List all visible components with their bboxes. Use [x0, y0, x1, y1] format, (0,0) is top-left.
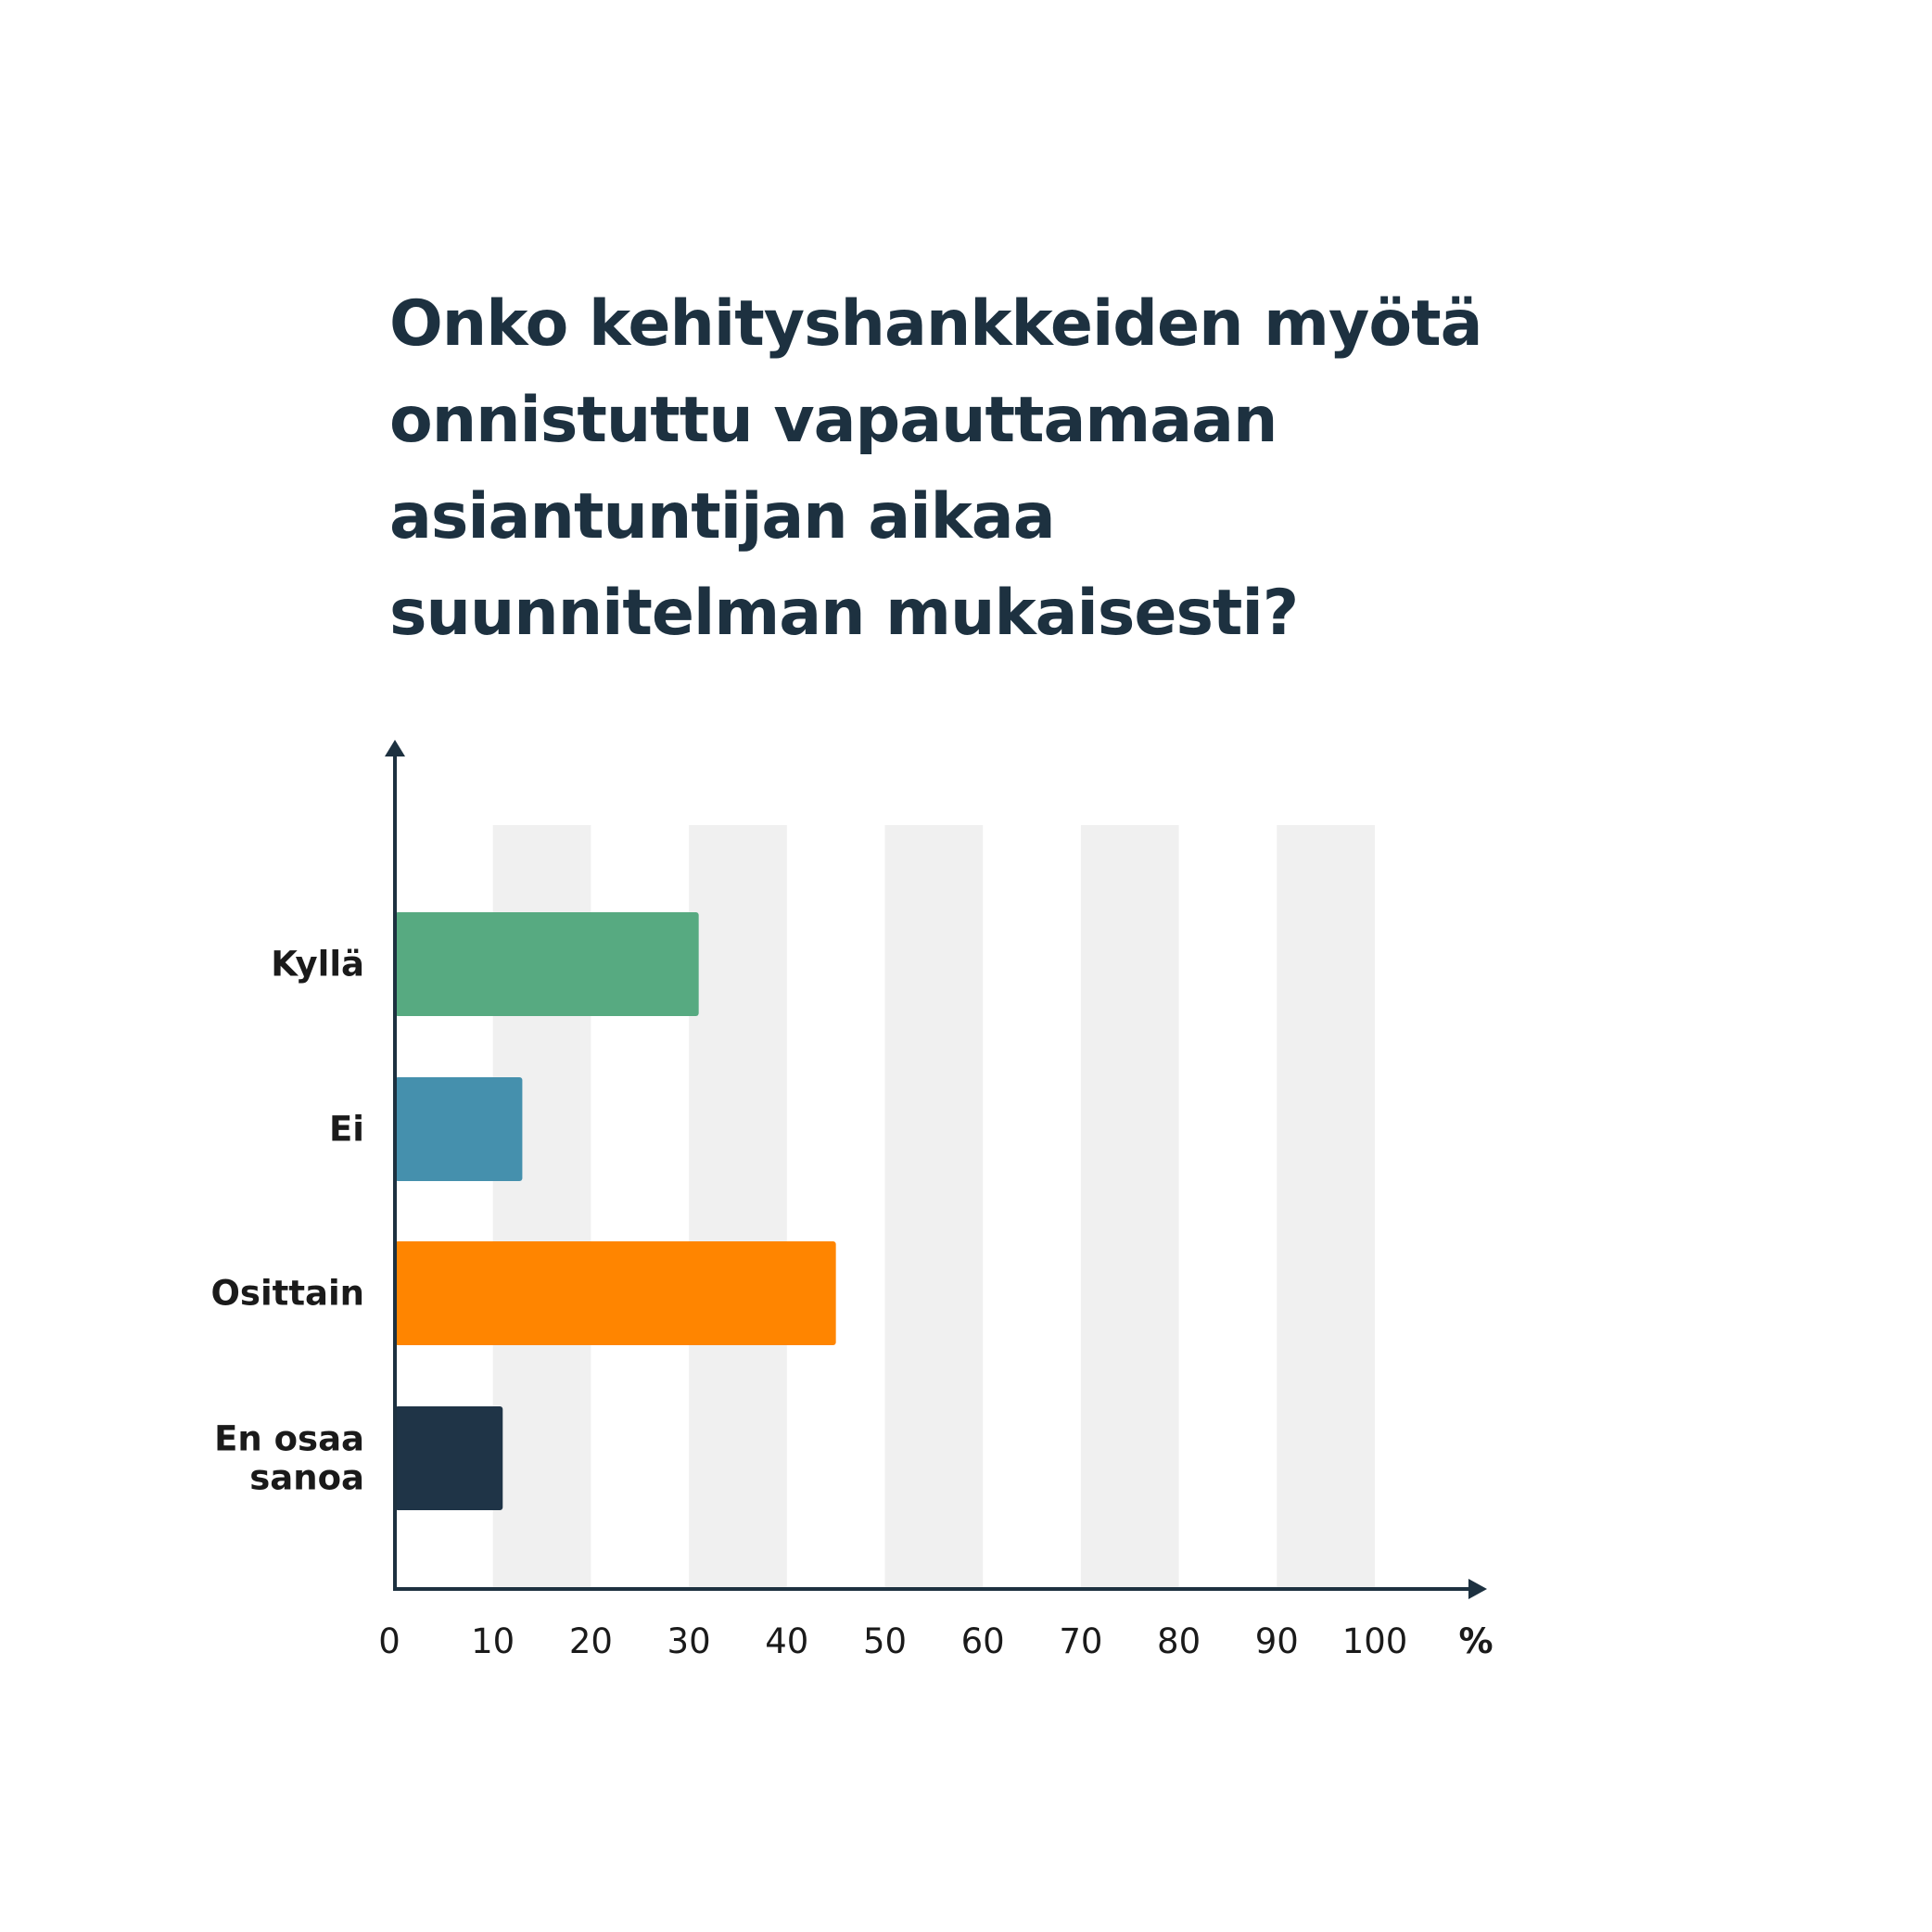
bar-osittain	[395, 1241, 836, 1345]
grid-band	[689, 825, 787, 1589]
x-unit-label: %	[1458, 1621, 1493, 1661]
category-label: Ei	[329, 1110, 364, 1150]
x-tick-label: 40	[765, 1621, 808, 1661]
x-tick-label: 0	[378, 1621, 400, 1661]
x-tick-labels: 0 10 20 30 40 50 60 70 80 90 100%	[378, 1621, 1493, 1661]
chart-title-line-1: Onko kehityshankkeiden myötä	[389, 287, 1482, 361]
category-label: sanoa	[249, 1458, 364, 1498]
chart-title: Onko kehityshankkeiden myötä onnistuttu …	[389, 276, 1595, 662]
grid-bands	[492, 825, 1375, 1589]
axes	[385, 740, 1487, 1599]
x-tick-label: 100	[1342, 1621, 1408, 1661]
x-tick-label: 80	[1157, 1621, 1201, 1661]
chart-title-line-4: suunnitelman mukaisesti?	[389, 577, 1299, 650]
category-label: Kyllä	[271, 945, 364, 985]
bar-en-osaa-sanoa	[395, 1406, 503, 1510]
bar-ei	[395, 1077, 523, 1181]
x-tick-label: 90	[1255, 1621, 1299, 1661]
bars	[395, 912, 836, 1510]
category-label: En osaa	[214, 1419, 364, 1459]
y-axis-arrow	[385, 740, 405, 756]
grid-band	[1080, 825, 1179, 1589]
chart-title-line-2: onnistuttu vapauttamaan	[389, 384, 1277, 457]
x-tick-label: 30	[667, 1621, 711, 1661]
x-tick-label: 60	[961, 1621, 1005, 1661]
grid-band	[1277, 825, 1375, 1589]
x-axis-arrow	[1468, 1579, 1487, 1599]
grid-band	[884, 825, 984, 1589]
bar-kyllä	[395, 912, 699, 1016]
chart-title-line-3: asiantuntijan aikaa	[389, 480, 1056, 553]
x-tick-label: 20	[569, 1621, 613, 1661]
category-label: Osittain	[210, 1274, 364, 1314]
x-tick-label: 10	[471, 1621, 515, 1661]
x-tick-label: 70	[1059, 1621, 1102, 1661]
x-tick-label: 50	[863, 1621, 907, 1661]
